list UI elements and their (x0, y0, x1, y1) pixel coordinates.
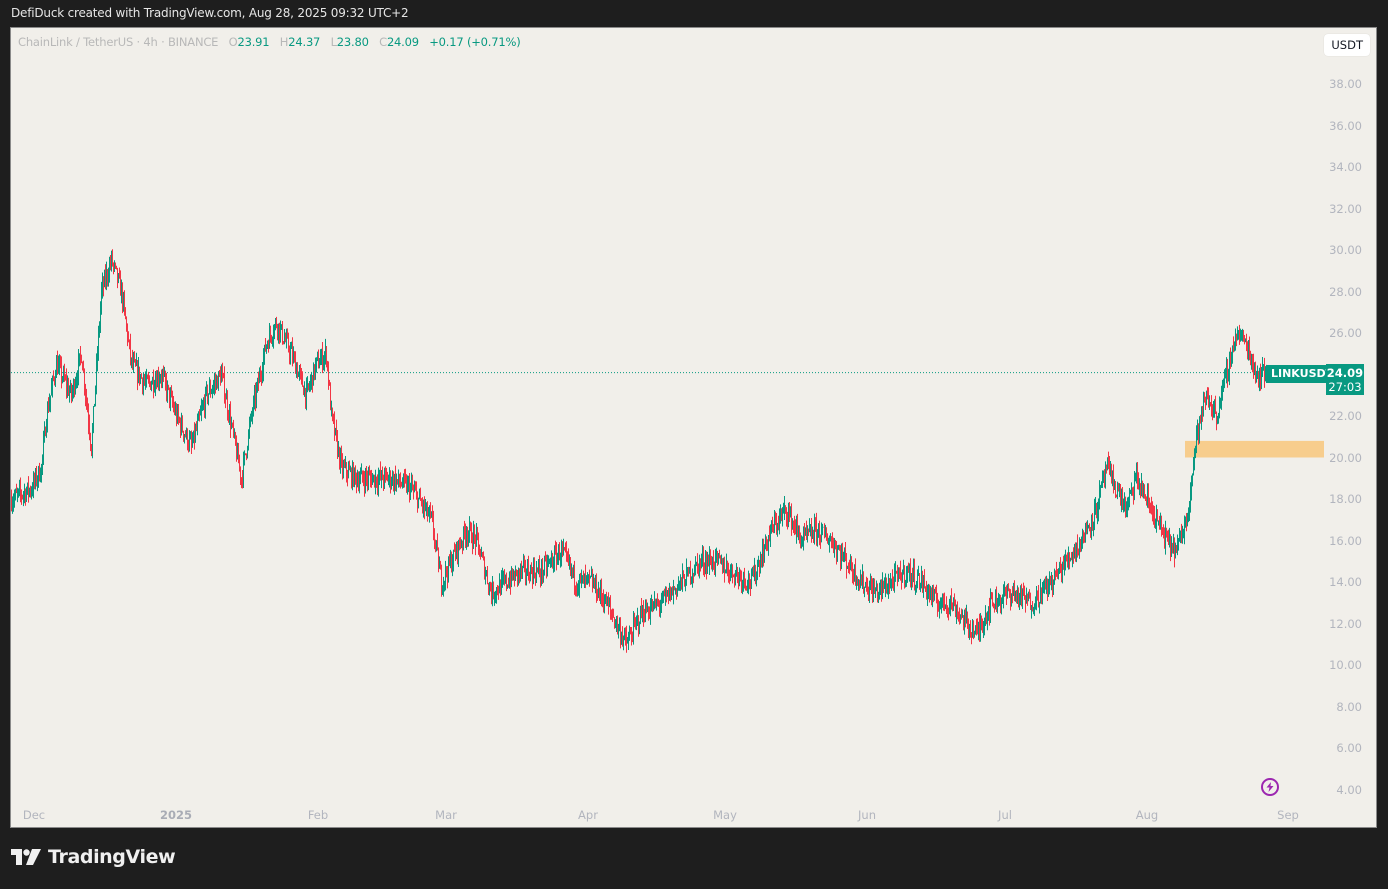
symbol-description: ChainLink / TetherUS · 4h · BINANCE (18, 35, 219, 49)
brand-wordmark: TradingView (48, 846, 176, 868)
time-tick-label: Dec (22, 808, 46, 822)
time-tick-label: Aug (1135, 808, 1159, 822)
price-tick-label: 16.00 (1329, 533, 1362, 548)
price-tick-label: 30.00 (1329, 243, 1362, 257)
price-tick-label: 22.00 (1329, 409, 1362, 423)
price-tick-label: 12.00 (1329, 616, 1362, 631)
close-value: 24.09 (386, 35, 419, 49)
open-value: 23.91 (237, 35, 270, 49)
symbol-price-tag: LINKUSDT (1266, 365, 1339, 383)
tradingview-logo-icon (11, 849, 41, 865)
price-tick-label: 18.00 (1329, 492, 1362, 506)
price-tick-label: 14.00 (1329, 575, 1362, 589)
bar-countdown: 27:03 (1328, 380, 1362, 394)
price-tick-label: 26.00 (1329, 326, 1362, 340)
price-tick-label: 10.00 (1329, 658, 1362, 672)
price-tick-label: 32.00 (1329, 201, 1362, 216)
time-tick-label: Jun (858, 808, 876, 822)
time-tick-label: Mar (435, 808, 457, 822)
price-tick-label: 34.00 (1329, 160, 1362, 174)
price-tick-label: 20.00 (1329, 450, 1362, 465)
change-value: +0.17 (+0.71%) (429, 35, 521, 49)
price-tick-label: 8.00 (1336, 699, 1362, 714)
price-tick-label: 28.00 (1329, 284, 1362, 299)
price-tick-label: 36.00 (1329, 118, 1362, 133)
price-tick-label: 6.00 (1336, 741, 1362, 755)
candlestick-plot[interactable] (11, 28, 1377, 828)
symbol-legend: ChainLink / TetherUS · 4h · BINANCE O23.… (18, 35, 521, 49)
time-tick-label: May (713, 808, 737, 822)
currency-button[interactable]: USDT (1324, 34, 1370, 56)
lightning-icon[interactable] (1261, 778, 1279, 796)
chart-panel[interactable]: ChainLink / TetherUS · 4h · BINANCE O23.… (10, 27, 1377, 828)
price-tick-label: 38.00 (1329, 77, 1362, 91)
time-tick-label: Apr (578, 808, 598, 822)
price-tick-label: 4.00 (1336, 782, 1362, 797)
candles (11, 249, 1267, 653)
time-tick-label: Jul (998, 808, 1012, 822)
support-zone (1185, 440, 1324, 458)
tradingview-logo: TradingView (11, 846, 176, 868)
attribution-text: DefiDuck created with TradingView.com, A… (11, 6, 409, 20)
time-tick-label: Sep (1277, 808, 1299, 822)
time-tick-label: 2025 (159, 808, 193, 822)
last-price-label: 24.09 27:03 (1326, 364, 1364, 395)
low-value: 23.80 (336, 35, 369, 49)
time-tick-label: Feb (307, 808, 329, 822)
high-value: 24.37 (288, 35, 321, 49)
